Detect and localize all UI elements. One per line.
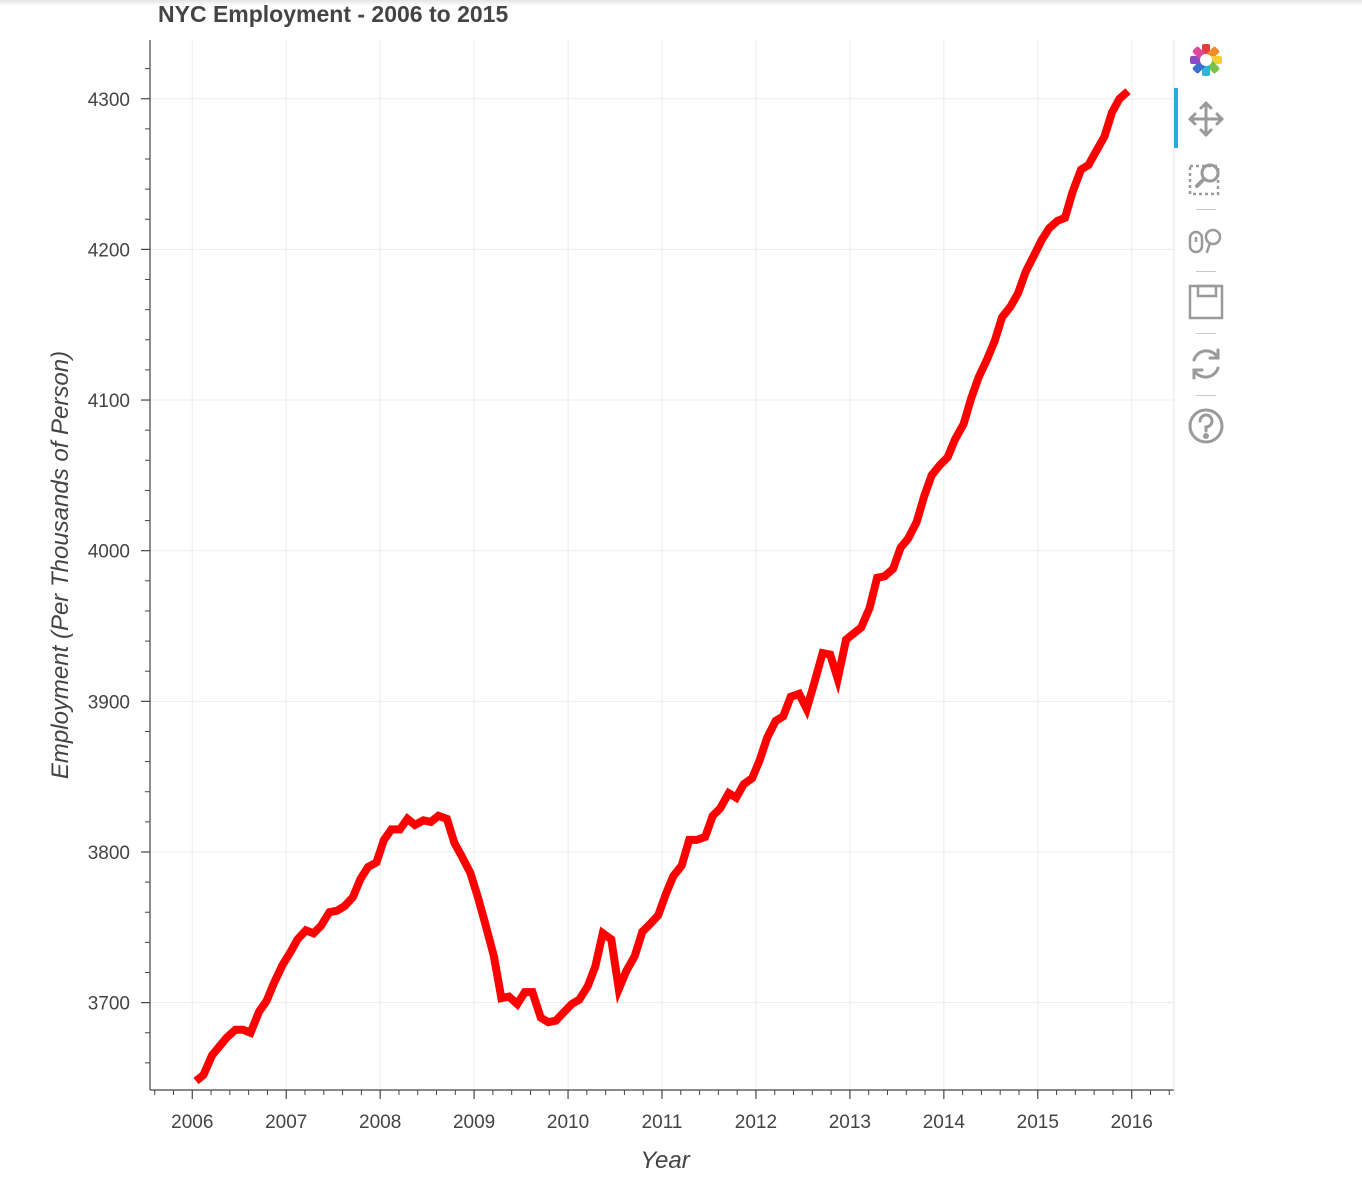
- grid-lines: [150, 40, 1174, 1090]
- x-tick-label: 2007: [265, 1112, 307, 1133]
- help-icon[interactable]: [1186, 406, 1226, 446]
- employment-line: [193, 88, 1131, 1085]
- x-tick-label: 2009: [453, 1112, 495, 1133]
- toolbar-separator: [1196, 333, 1216, 334]
- x-axis-label: Year: [640, 1147, 690, 1174]
- pan-icon[interactable]: [1186, 99, 1226, 139]
- active-tool-indicator: [1174, 88, 1178, 148]
- x-tick-label: 2013: [829, 1112, 871, 1133]
- reset-icon[interactable]: [1186, 344, 1226, 384]
- save-icon[interactable]: [1186, 282, 1226, 322]
- x-tick-label: 2011: [642, 1112, 683, 1133]
- x-tick-label: 2008: [359, 1112, 401, 1133]
- y-tick-label: 3800: [88, 843, 130, 864]
- toolbar: [1174, 36, 1234, 456]
- y-tick-label: 3900: [88, 692, 130, 713]
- toolbar-separator: [1196, 209, 1216, 210]
- series-layer: [193, 88, 1131, 1085]
- y-tick-label: 4000: [88, 542, 130, 563]
- y-tick-label: 3700: [88, 994, 130, 1015]
- x-tick-label: 2014: [923, 1112, 966, 1133]
- toolbar-separator: [1196, 271, 1216, 272]
- x-tick-label: 2016: [1111, 1112, 1153, 1133]
- chart-title: NYC Employment - 2006 to 2015: [158, 1, 508, 27]
- x-tick-label: 2010: [547, 1112, 589, 1133]
- y-tick-label: 4200: [88, 240, 130, 261]
- x-tick-label: 2012: [735, 1112, 777, 1133]
- y-tick-label: 4100: [88, 391, 130, 412]
- toolbar-separator: [1196, 395, 1216, 396]
- bokeh-logo-icon[interactable]: [1186, 40, 1226, 80]
- x-tick-label: 2006: [171, 1112, 213, 1133]
- x-tick-label: 2015: [1017, 1112, 1059, 1133]
- top-shadow: [0, 0, 1362, 6]
- y-axis-label: Employment (Per Thousands of Person): [47, 351, 74, 779]
- box-zoom-icon[interactable]: [1186, 158, 1226, 198]
- y-tick-label: 4300: [88, 90, 130, 111]
- wheel-zoom-icon[interactable]: [1186, 220, 1226, 260]
- ticks: 2006 2007 2008 2009 2010 2011 2012 2013 2014 2015…: [88, 68, 1170, 1133]
